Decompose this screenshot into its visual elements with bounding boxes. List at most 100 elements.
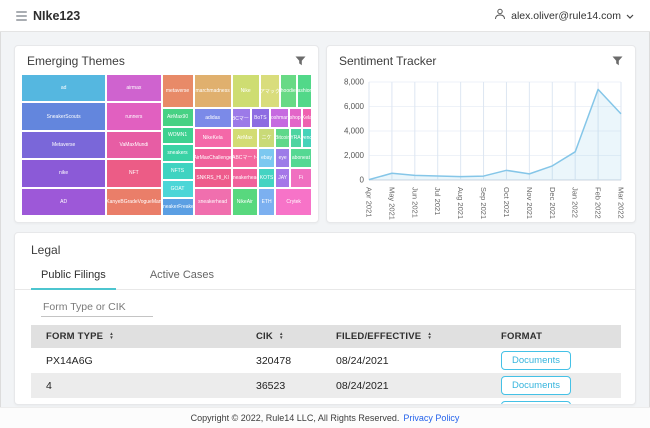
treemap-tile[interactable]: Kela	[302, 108, 312, 128]
treemap-tile[interactable]: ad	[21, 74, 106, 102]
column-header[interactable]: FILED/EFFECTIVE▲▼	[336, 325, 501, 348]
treemap-tile-label: AD	[60, 199, 67, 205]
table-header-row: FORM TYPE▲▼CIK▲▼FILED/EFFECTIVE▲▼FORMAT	[31, 325, 621, 348]
treemap-tile-label: JAY	[278, 175, 287, 181]
treemap-tile[interactable]: Fi	[290, 168, 312, 188]
treemap-tile-label: sneakerhead	[198, 199, 227, 205]
form-type-cik-input[interactable]	[41, 299, 153, 317]
treemap-tile[interactable]: nike	[21, 159, 106, 187]
account-email: alex.oliver@rule14.com	[511, 10, 621, 22]
treemap-tile[interactable]: Metaverse	[21, 131, 106, 159]
treemap-tile[interactable]: AD	[21, 188, 106, 216]
treemap-tile[interactable]: sneakerhead	[232, 168, 258, 188]
treemap-tile[interactable]: NikeKela	[194, 128, 232, 148]
svg-text:Nov 2021: Nov 2021	[525, 187, 534, 219]
treemap-tile-label: metaverse	[166, 88, 189, 94]
sort-icon[interactable]: ▲▼	[279, 332, 284, 340]
emerging-themes-title: Emerging Themes	[27, 54, 125, 68]
documents-button[interactable]: Documents	[501, 401, 571, 405]
treemap-tile-label: Givenchy	[302, 135, 312, 141]
treemap-tile[interactable]: sneakers	[162, 144, 194, 162]
tab-public-filings[interactable]: Public Filings	[31, 263, 116, 290]
treemap-tile[interactable]: shop	[289, 108, 302, 128]
treemap-tile-label: NikeAir	[237, 199, 253, 205]
treemap-tile[interactable]: marchmadness	[194, 74, 232, 108]
svg-text:0: 0	[360, 176, 365, 185]
treemap-tile[interactable]: aboneat	[290, 148, 312, 168]
treemap-tile[interactable]: AirMax90	[162, 108, 194, 126]
treemap-tile[interactable]: KanyeBGradeVogueMan	[106, 188, 161, 216]
treemap-tile[interactable]: metaverse	[162, 74, 194, 108]
treemap-tile[interactable]: Nike	[232, 74, 260, 108]
tab-active-cases[interactable]: Active Cases	[140, 263, 224, 290]
treemap-tile[interactable]: BoTS	[251, 108, 270, 128]
filings-table: FORM TYPE▲▼CIK▲▼FILED/EFFECTIVE▲▼FORMAT …	[31, 325, 621, 405]
column-header[interactable]: FORM TYPE ▲▼	[31, 325, 256, 348]
privacy-policy-link[interactable]: Privacy Policy	[403, 413, 459, 423]
treemap-tile[interactable]: airmax	[106, 74, 161, 102]
treemap-tile[interactable]: SneakerScouts	[21, 102, 106, 130]
treemap: adSneakerScoutsMetaversenike AD airmaxrunn…	[21, 74, 312, 216]
treemap-tile-label: adidas	[205, 115, 220, 121]
treemap-tile[interactable]: ebay	[258, 148, 275, 168]
treemap-tile-label: Bitcoin	[275, 135, 290, 141]
svg-text:Sep 2021: Sep 2021	[479, 187, 488, 219]
filter-icon[interactable]	[612, 56, 623, 66]
svg-text:Oct 2021: Oct 2021	[502, 187, 511, 217]
filter-icon[interactable]	[295, 56, 306, 66]
user-icon	[494, 8, 506, 23]
treemap-tile[interactable]: Bitcoin	[275, 128, 290, 148]
menu-icon[interactable]	[16, 11, 27, 21]
treemap-tile[interactable]: runners	[106, 102, 161, 130]
treemap-tile[interactable]: AirMax	[232, 128, 258, 148]
treemap-tile[interactable]: SNKRS_HI_KI	[194, 168, 232, 188]
treemap-tile-label: sneakerhead	[232, 175, 258, 181]
treemap-tile[interactable]: adidas	[194, 108, 232, 128]
treemap-tile[interactable]: NFTS	[162, 162, 194, 180]
filed-cell: 08/24/2021	[336, 373, 501, 398]
column-label: FORM TYPE	[46, 331, 103, 342]
treemap-tile-label: SneakerFreaker	[162, 204, 194, 210]
treemap-tile-label: ABCマート	[232, 115, 251, 122]
column-header[interactable]: CIK▲▼	[256, 325, 336, 348]
treemap-tile[interactable]: ニケ	[258, 128, 275, 148]
treemap-tile[interactable]: Crytek	[275, 188, 312, 216]
sort-icon[interactable]: ▲▼	[109, 332, 114, 340]
treemap-tile[interactable]: JAY	[275, 168, 290, 188]
treemap-tile[interactable]: fashion	[297, 74, 312, 108]
treemap-tile-label: aboneat	[292, 155, 310, 161]
treemap-tile[interactable]: VaMaxMundi	[106, 131, 161, 159]
treemap-tile[interactable]: ABCマート	[232, 148, 258, 168]
treemap-tile[interactable]: AirMaxChallenge	[194, 148, 232, 168]
treemap-tile[interactable]: WOMN1	[162, 127, 194, 145]
cik-cell: 36523	[256, 373, 336, 398]
treemap-tile[interactable]: ETH	[258, 188, 275, 216]
treemap-tile[interactable]: NFT	[106, 159, 161, 187]
treemap-tile[interactable]: poshmark	[270, 108, 289, 128]
treemap-tile[interactable]: eye	[275, 148, 290, 168]
treemap-tile[interactable]: sneakerhead	[194, 188, 232, 216]
treemap-tile-label: eye	[279, 155, 287, 161]
treemap-tile-label: poshmark	[270, 115, 289, 121]
treemap-tile[interactable]: GOAT	[162, 180, 194, 198]
documents-button[interactable]: Documents	[501, 351, 571, 370]
treemap-tile-label: marchmadness	[196, 88, 230, 94]
treemap-tile[interactable]: KOTS	[258, 168, 275, 188]
treemap-tile-label: ebay	[261, 155, 272, 161]
treemap-tile[interactable]: hoodie	[280, 74, 297, 108]
sort-icon[interactable]: ▲▼	[427, 332, 432, 340]
treemap-tile[interactable]: SneakerFreaker	[162, 198, 194, 216]
page-footer: Copyright © 2022, Rule14 LLC, All Rights…	[0, 407, 650, 428]
treemap-tile[interactable]: ABCマート	[232, 108, 251, 128]
treemap-tile[interactable]: AYRAB	[290, 128, 302, 148]
treemap-tile[interactable]: Givenchy	[302, 128, 312, 148]
svg-text:Jul 2021: Jul 2021	[433, 187, 442, 215]
treemap-tile[interactable]: エアマックス	[260, 74, 280, 108]
treemap-tile-label: Nike	[241, 88, 251, 94]
svg-text:Jan 2022: Jan 2022	[571, 187, 580, 218]
treemap-tile-label: SNKRS_HI_KI	[196, 175, 229, 181]
documents-button[interactable]: Documents	[501, 376, 571, 395]
treemap-tile[interactable]: NikeAir	[232, 188, 258, 216]
account-menu[interactable]: alex.oliver@rule14.com	[494, 8, 634, 23]
app-logo-text: NIke123	[33, 9, 80, 23]
